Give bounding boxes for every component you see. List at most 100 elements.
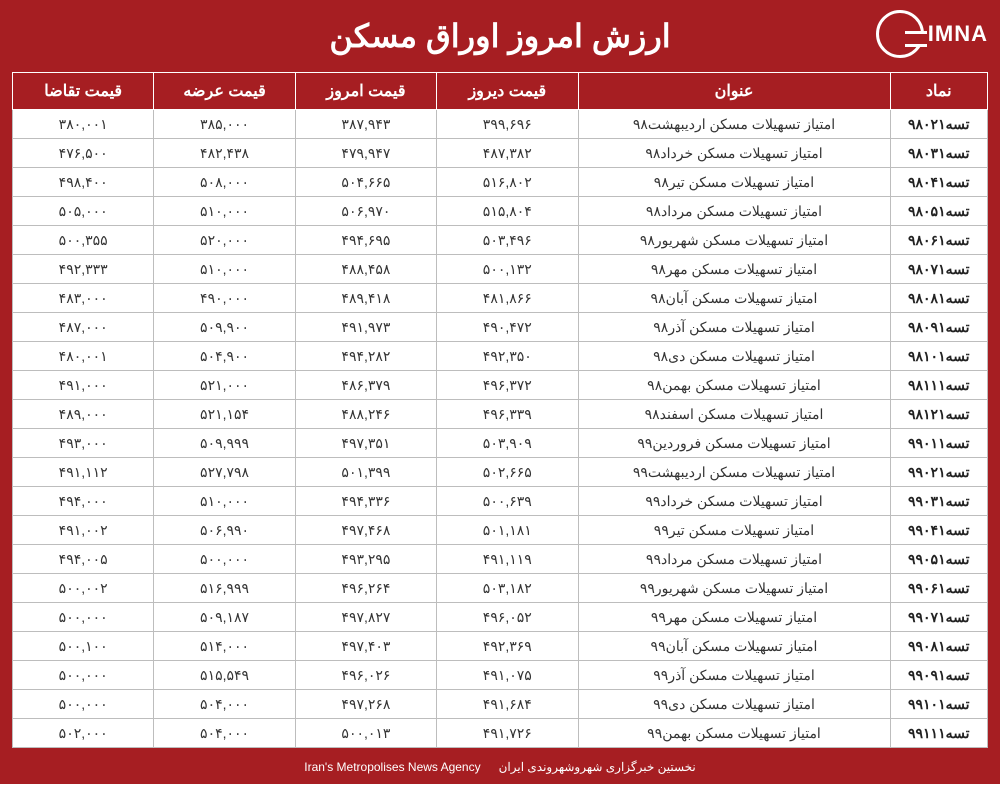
cell-today: ۴۹۷,۴۰۳ [295,632,436,661]
cell-yesterday: ۴۹۶,۰۵۲ [437,603,578,632]
cell-title: امتیاز تسهیلات مسکن دی۹۹ [578,690,890,719]
cell-offer: ۵۱۵,۵۴۹ [154,661,295,690]
cell-symbol: تسه۹۹۰۴۱ [890,516,988,545]
table-row: تسه۹۹۰۳۱امتیاز تسهیلات مسکن خرداد۹۹۵۰۰,۶… [13,487,988,516]
cell-title: امتیاز تسهیلات مسکن خرداد۹۸ [578,139,890,168]
table-row: تسه۹۸۰۸۱امتیاز تسهیلات مسکن آبان۹۸۴۸۱,۸۶… [13,284,988,313]
cell-demand: ۴۹۲,۳۳۳ [13,255,154,284]
table-row: تسه۹۸۰۳۱امتیاز تسهیلات مسکن خرداد۹۸۴۸۷,۳… [13,139,988,168]
cell-symbol: تسه۹۸۰۷۱ [890,255,988,284]
cell-demand: ۵۰۰,۰۰۰ [13,603,154,632]
table-body: تسه۹۸۰۲۱امتیاز تسهیلات مسکن اردیبهشت۹۸۳۹… [13,110,988,748]
page-title: ارزش امروز اوراق مسکن [329,17,670,55]
securities-table: نماد عنوان قیمت دیروز قیمت امروز قیمت عر… [12,72,988,748]
cell-yesterday: ۴۹۱,۰۷۵ [437,661,578,690]
cell-symbol: تسه۹۸۰۲۱ [890,110,988,139]
table-row: تسه۹۹۰۱۱امتیاز تسهیلات مسکن فروردین۹۹۵۰۳… [13,429,988,458]
table-row: تسه۹۸۱۱۱امتیاز تسهیلات مسکن بهمن۹۸۴۹۶,۳۷… [13,371,988,400]
table-row: تسه۹۹۰۲۱امتیاز تسهیلات مسکن اردیبهشت۹۹۵۰… [13,458,988,487]
cell-title: امتیاز تسهیلات مسکن آذر۹۸ [578,313,890,342]
cell-title: امتیاز تسهیلات مسکن فروردین۹۹ [578,429,890,458]
cell-yesterday: ۵۰۲,۶۶۵ [437,458,578,487]
cell-offer: ۵۱۴,۰۰۰ [154,632,295,661]
cell-today: ۴۹۷,۳۵۱ [295,429,436,458]
table-row: تسه۹۸۰۹۱امتیاز تسهیلات مسکن آذر۹۸۴۹۰,۴۷۲… [13,313,988,342]
cell-offer: ۵۰۴,۹۰۰ [154,342,295,371]
cell-today: ۵۰۱,۳۹۹ [295,458,436,487]
cell-offer: ۵۱۰,۰۰۰ [154,197,295,226]
cell-symbol: تسه۹۹۱۰۱ [890,690,988,719]
col-header-symbol: نماد [890,73,988,110]
cell-offer: ۵۱۰,۰۰۰ [154,255,295,284]
cell-title: امتیاز تسهیلات مسکن مرداد۹۹ [578,545,890,574]
cell-offer: ۵۰۹,۹۰۰ [154,313,295,342]
cell-offer: ۵۱۶,۹۹۹ [154,574,295,603]
cell-symbol: تسه۹۹۰۳۱ [890,487,988,516]
col-header-offer: قیمت عرضه [154,73,295,110]
cell-demand: ۵۰۲,۰۰۰ [13,719,154,748]
cell-today: ۴۸۸,۴۵۸ [295,255,436,284]
cell-title: امتیاز تسهیلات مسکن تیر۹۹ [578,516,890,545]
cell-today: ۴۹۷,۲۶۸ [295,690,436,719]
cell-yesterday: ۴۹۶,۳۷۲ [437,371,578,400]
cell-title: امتیاز تسهیلات مسکن دی۹۸ [578,342,890,371]
cell-offer: ۳۸۵,۰۰۰ [154,110,295,139]
cell-demand: ۴۹۴,۰۰۰ [13,487,154,516]
cell-symbol: تسه۹۸۱۰۱ [890,342,988,371]
cell-offer: ۵۰۹,۹۹۹ [154,429,295,458]
cell-today: ۴۹۳,۲۹۵ [295,545,436,574]
brand-name: IMNA [928,21,988,47]
cell-yesterday: ۴۹۰,۴۷۲ [437,313,578,342]
cell-offer: ۴۸۲,۴۳۸ [154,139,295,168]
cell-demand: ۴۸۹,۰۰۰ [13,400,154,429]
cell-demand: ۴۹۳,۰۰۰ [13,429,154,458]
cell-today: ۴۹۶,۰۲۶ [295,661,436,690]
cell-title: امتیاز تسهیلات مسکن مهر۹۸ [578,255,890,284]
brand-logo-icon [876,10,924,58]
cell-yesterday: ۵۰۱,۱۸۱ [437,516,578,545]
cell-title: امتیاز تسهیلات مسکن تیر۹۸ [578,168,890,197]
cell-demand: ۵۰۰,۰۰۰ [13,690,154,719]
table-row: تسه۹۸۱۲۱امتیاز تسهیلات مسکن اسفند۹۸۴۹۶,۳… [13,400,988,429]
cell-yesterday: ۴۹۶,۳۳۹ [437,400,578,429]
cell-offer: ۵۲۱,۱۵۴ [154,400,295,429]
cell-yesterday: ۳۹۹,۶۹۶ [437,110,578,139]
cell-today: ۴۸۹,۴۱۸ [295,284,436,313]
footer-en: Iran's Metropolises News Agency [304,760,480,774]
table-row: تسه۹۹۰۵۱امتیاز تسهیلات مسکن مرداد۹۹۴۹۱,۱… [13,545,988,574]
table-row: تسه۹۹۱۱۱امتیاز تسهیلات مسکن بهمن۹۹۴۹۱,۷۲… [13,719,988,748]
cell-today: ۳۸۷,۹۴۳ [295,110,436,139]
cell-today: ۴۹۴,۲۸۲ [295,342,436,371]
cell-offer: ۵۱۰,۰۰۰ [154,487,295,516]
cell-title: امتیاز تسهیلات مسکن آبان۹۹ [578,632,890,661]
cell-offer: ۵۲۰,۰۰۰ [154,226,295,255]
cell-yesterday: ۵۰۳,۴۹۶ [437,226,578,255]
cell-demand: ۵۰۰,۰۰۲ [13,574,154,603]
cell-title: امتیاز تسهیلات مسکن بهمن۹۹ [578,719,890,748]
cell-yesterday: ۴۸۱,۸۶۶ [437,284,578,313]
col-header-today: قیمت امروز [295,73,436,110]
col-header-yesterday: قیمت دیروز [437,73,578,110]
cell-yesterday: ۴۹۱,۷۲۶ [437,719,578,748]
cell-symbol: تسه۹۸۱۱۱ [890,371,988,400]
table-row: تسه۹۸۰۷۱امتیاز تسهیلات مسکن مهر۹۸۵۰۰,۱۳۲… [13,255,988,284]
page-container: IMNA ارزش امروز اوراق مسکن نماد عنوان قی… [0,0,1000,784]
cell-title: امتیاز تسهیلات مسکن مرداد۹۸ [578,197,890,226]
cell-title: امتیاز تسهیلات مسکن اردیبهشت۹۹ [578,458,890,487]
cell-symbol: تسه۹۹۰۲۱ [890,458,988,487]
cell-offer: ۵۰۹,۱۸۷ [154,603,295,632]
cell-demand: ۴۸۳,۰۰۰ [13,284,154,313]
table-row: تسه۹۹۰۶۱امتیاز تسهیلات مسکن شهریور۹۹۵۰۳,… [13,574,988,603]
col-header-title: عنوان [578,73,890,110]
cell-symbol: تسه۹۸۰۸۱ [890,284,988,313]
cell-demand: ۴۹۸,۴۰۰ [13,168,154,197]
cell-yesterday: ۵۰۰,۱۳۲ [437,255,578,284]
cell-offer: ۴۹۰,۰۰۰ [154,284,295,313]
cell-yesterday: ۵۰۳,۹۰۹ [437,429,578,458]
brand-logo: IMNA [876,10,988,58]
cell-demand: ۵۰۰,۳۵۵ [13,226,154,255]
cell-today: ۵۰۶,۹۷۰ [295,197,436,226]
cell-symbol: تسه۹۹۰۷۱ [890,603,988,632]
header: IMNA ارزش امروز اوراق مسکن [0,0,1000,72]
cell-yesterday: ۴۹۲,۳۶۹ [437,632,578,661]
